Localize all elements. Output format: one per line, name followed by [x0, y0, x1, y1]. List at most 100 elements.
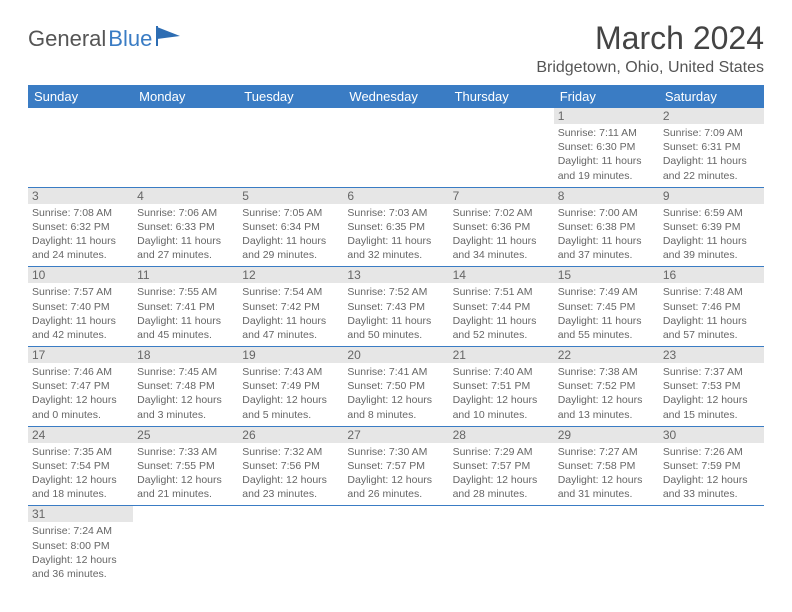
- day-number: 10: [28, 267, 133, 283]
- col-header: Tuesday: [238, 85, 343, 108]
- calendar-cell: 24 Sunrise: 7:35 AMSunset: 7:54 PMDayligh…: [28, 426, 133, 506]
- calendar-cell: 12 Sunrise: 7:54 AMSunset: 7:42 PMDayligh…: [238, 267, 343, 347]
- month-title: March 2024: [536, 20, 764, 57]
- day-info: Sunrise: 7:30 AMSunset: 7:57 PMDaylight:…: [347, 445, 444, 502]
- calendar-cell: 1Sunrise: 7:11 AMSunset: 6:30 PMDaylight…: [554, 108, 659, 187]
- calendar-cell: [659, 506, 764, 585]
- day-info: Sunrise: 7:00 AMSunset: 6:38 PMDaylight:…: [558, 206, 655, 263]
- day-number: 9: [659, 188, 764, 204]
- calendar-cell: 2 Sunrise: 7:09 AMSunset: 6:31 PMDaylight…: [659, 108, 764, 187]
- day-info: Sunrise: 6:59 AMSunset: 6:39 PMDaylight:…: [663, 206, 760, 263]
- col-header: Thursday: [449, 85, 554, 108]
- day-info: Sunrise: 7:35 AMSunset: 7:54 PMDaylight:…: [32, 445, 129, 502]
- calendar-cell: 5 Sunrise: 7:05 AMSunset: 6:34 PMDaylight…: [238, 187, 343, 267]
- calendar-cell: 28 Sunrise: 7:29 AMSunset: 7:57 PMDayligh…: [449, 426, 554, 506]
- calendar-cell: [133, 506, 238, 585]
- logo-word2: Blue: [108, 26, 152, 52]
- day-info: Sunrise: 7:49 AMSunset: 7:45 PMDaylight:…: [558, 285, 655, 342]
- day-info: Sunrise: 7:41 AMSunset: 7:50 PMDaylight:…: [347, 365, 444, 422]
- day-info: Sunrise: 7:54 AMSunset: 7:42 PMDaylight:…: [242, 285, 339, 342]
- col-header: Sunday: [28, 85, 133, 108]
- day-info: Sunrise: 7:52 AMSunset: 7:43 PMDaylight:…: [347, 285, 444, 342]
- logo-word1: General: [28, 26, 106, 52]
- calendar-cell: 26Sunrise: 7:32 AMSunset: 7:56 PMDayligh…: [238, 426, 343, 506]
- day-info: Sunrise: 7:57 AMSunset: 7:40 PMDaylight:…: [32, 285, 129, 342]
- col-header: Saturday: [659, 85, 764, 108]
- day-number: 8: [554, 188, 659, 204]
- calendar-cell: [238, 506, 343, 585]
- calendar-cell: [449, 506, 554, 585]
- day-info: Sunrise: 7:26 AMSunset: 7:59 PMDaylight:…: [663, 445, 760, 502]
- day-info: Sunrise: 7:46 AMSunset: 7:47 PMDaylight:…: [32, 365, 129, 422]
- calendar-cell: 31 Sunrise: 7:24 AMSunset: 8:00 PMDayligh…: [28, 506, 133, 585]
- day-number: 31: [28, 506, 133, 522]
- day-info: Sunrise: 7:06 AMSunset: 6:33 PMDaylight:…: [137, 206, 234, 263]
- day-number: 24: [28, 427, 133, 443]
- day-number: 13: [343, 267, 448, 283]
- calendar-cell: 16 Sunrise: 7:48 AMSunset: 7:46 PMDayligh…: [659, 267, 764, 347]
- day-number: 15: [554, 267, 659, 283]
- day-number: 6: [343, 188, 448, 204]
- calendar-cell: [343, 108, 448, 187]
- calendar-cell: [28, 108, 133, 187]
- day-number: 20: [343, 347, 448, 363]
- day-number: 30: [659, 427, 764, 443]
- day-number: 18: [133, 347, 238, 363]
- day-info: Sunrise: 7:27 AMSunset: 7:58 PMDaylight:…: [558, 445, 655, 502]
- day-info: Sunrise: 7:32 AMSunset: 7:56 PMDaylight:…: [242, 445, 339, 502]
- calendar-cell: 17Sunrise: 7:46 AMSunset: 7:47 PMDayligh…: [28, 347, 133, 427]
- day-number: 29: [554, 427, 659, 443]
- calendar-cell: 9 Sunrise: 6:59 AMSunset: 6:39 PMDaylight…: [659, 187, 764, 267]
- day-number: 1: [554, 108, 659, 124]
- day-info: Sunrise: 7:29 AMSunset: 7:57 PMDaylight:…: [453, 445, 550, 502]
- day-number: 28: [449, 427, 554, 443]
- day-number: 16: [659, 267, 764, 283]
- day-number: 21: [449, 347, 554, 363]
- calendar-table: SundayMondayTuesdayWednesdayThursdayFrid…: [28, 85, 764, 585]
- day-info: Sunrise: 7:51 AMSunset: 7:44 PMDaylight:…: [453, 285, 550, 342]
- calendar-cell: 18 Sunrise: 7:45 AMSunset: 7:48 PMDayligh…: [133, 347, 238, 427]
- day-info: Sunrise: 7:24 AMSunset: 8:00 PMDaylight:…: [32, 524, 129, 581]
- day-number: 7: [449, 188, 554, 204]
- day-number: 25: [133, 427, 238, 443]
- day-number: 5: [238, 188, 343, 204]
- day-info: Sunrise: 7:05 AMSunset: 6:34 PMDaylight:…: [242, 206, 339, 263]
- col-header: Friday: [554, 85, 659, 108]
- calendar-cell: 23 Sunrise: 7:37 AMSunset: 7:53 PMDayligh…: [659, 347, 764, 427]
- calendar-cell: 30 Sunrise: 7:26 AMSunset: 7:59 PMDayligh…: [659, 426, 764, 506]
- flag-icon: [156, 26, 184, 46]
- day-number: 19: [238, 347, 343, 363]
- calendar-cell: 6Sunrise: 7:03 AMSunset: 6:35 PMDaylight…: [343, 187, 448, 267]
- calendar-cell: 3 Sunrise: 7:08 AMSunset: 6:32 PMDaylight…: [28, 187, 133, 267]
- calendar-cell: 19Sunrise: 7:43 AMSunset: 7:49 PMDayligh…: [238, 347, 343, 427]
- day-info: Sunrise: 7:37 AMSunset: 7:53 PMDaylight:…: [663, 365, 760, 422]
- calendar-cell: 15 Sunrise: 7:49 AMSunset: 7:45 PMDayligh…: [554, 267, 659, 347]
- day-info: Sunrise: 7:45 AMSunset: 7:48 PMDaylight:…: [137, 365, 234, 422]
- day-number: 2: [659, 108, 764, 124]
- day-number: 14: [449, 267, 554, 283]
- day-number: 23: [659, 347, 764, 363]
- day-info: Sunrise: 7:08 AMSunset: 6:32 PMDaylight:…: [32, 206, 129, 263]
- calendar-cell: 13 Sunrise: 7:52 AMSunset: 7:43 PMDayligh…: [343, 267, 448, 347]
- calendar-cell: 29 Sunrise: 7:27 AMSunset: 7:58 PMDayligh…: [554, 426, 659, 506]
- day-number: 22: [554, 347, 659, 363]
- calendar-cell: 25Sunrise: 7:33 AMSunset: 7:55 PMDayligh…: [133, 426, 238, 506]
- calendar-cell: 7Sunrise: 7:02 AMSunset: 6:36 PMDaylight…: [449, 187, 554, 267]
- day-info: Sunrise: 7:09 AMSunset: 6:31 PMDaylight:…: [663, 126, 760, 183]
- day-number: 12: [238, 267, 343, 283]
- calendar-cell: 21Sunrise: 7:40 AMSunset: 7:51 PMDayligh…: [449, 347, 554, 427]
- day-info: Sunrise: 7:38 AMSunset: 7:52 PMDaylight:…: [558, 365, 655, 422]
- calendar-cell: 4 Sunrise: 7:06 AMSunset: 6:33 PMDaylight…: [133, 187, 238, 267]
- day-number: 3: [28, 188, 133, 204]
- calendar-cell: [238, 108, 343, 187]
- calendar-cell: [133, 108, 238, 187]
- calendar-cell: [449, 108, 554, 187]
- day-number: 11: [133, 267, 238, 283]
- day-number: 4: [133, 188, 238, 204]
- calendar-cell: [554, 506, 659, 585]
- col-header: Wednesday: [343, 85, 448, 108]
- day-info: Sunrise: 7:55 AMSunset: 7:41 PMDaylight:…: [137, 285, 234, 342]
- calendar-cell: 22 Sunrise: 7:38 AMSunset: 7:52 PMDayligh…: [554, 347, 659, 427]
- calendar-cell: 10 Sunrise: 7:57 AMSunset: 7:40 PMDayligh…: [28, 267, 133, 347]
- day-info: Sunrise: 7:48 AMSunset: 7:46 PMDaylight:…: [663, 285, 760, 342]
